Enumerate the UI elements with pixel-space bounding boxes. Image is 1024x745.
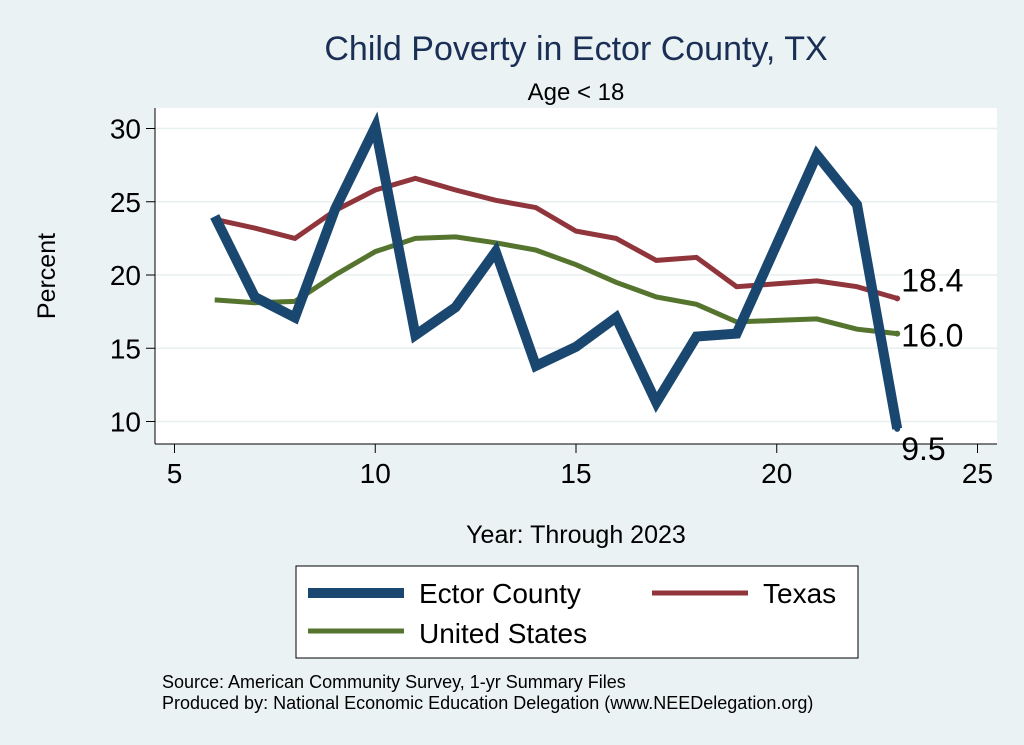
end-label-ector-county: 9.5 <box>901 431 945 467</box>
y-axis-ticks: 10 15 20 25 30 <box>110 114 155 438</box>
chart-title: Child Poverty in Ector County, TX <box>324 30 827 68</box>
series-line-ector-county <box>210 111 903 430</box>
produced-by-note: Produced by: National Economic Education… <box>162 693 813 713</box>
legend-label-united-states: United States <box>419 618 587 649</box>
series-line-united-states <box>214 234 898 337</box>
x-tick-label-5: 5 <box>167 458 183 489</box>
series-end-point-united-states <box>894 330 901 337</box>
series-end-point-texas <box>894 295 901 302</box>
y-tick-label-20: 20 <box>110 260 141 291</box>
y-tick-label-30: 30 <box>110 114 141 145</box>
legend-label-texas: Texas <box>763 578 836 609</box>
source-note: Source: American Community Survey, 1-yr … <box>162 672 626 692</box>
legend-label-ector-county: Ector County <box>419 578 581 609</box>
y-tick-label-10: 10 <box>110 407 141 438</box>
end-label-texas: 18.4 <box>901 262 963 298</box>
series-end-labels: 9.5 18.4 16.0 <box>901 262 963 466</box>
y-tick-label-15: 15 <box>110 333 141 364</box>
x-tick-label-10: 10 <box>360 458 391 489</box>
chart-subtitle: Age < 18 <box>528 79 625 106</box>
x-axis-label: Year: Through 2023 <box>466 521 686 549</box>
x-axis-ticks: 5 10 15 20 25 <box>167 444 993 489</box>
y-tick-label-25: 25 <box>110 187 141 218</box>
series-end-point-ector-county <box>894 425 901 432</box>
plot-area <box>155 108 997 444</box>
x-tick-label-15: 15 <box>560 458 591 489</box>
end-label-united-states: 16.0 <box>901 318 963 354</box>
x-tick-label-25: 25 <box>962 458 993 489</box>
legend <box>295 565 859 659</box>
x-tick-label-20: 20 <box>761 458 792 489</box>
series-lines <box>210 111 903 432</box>
y-axis-label: Percent <box>33 233 61 319</box>
